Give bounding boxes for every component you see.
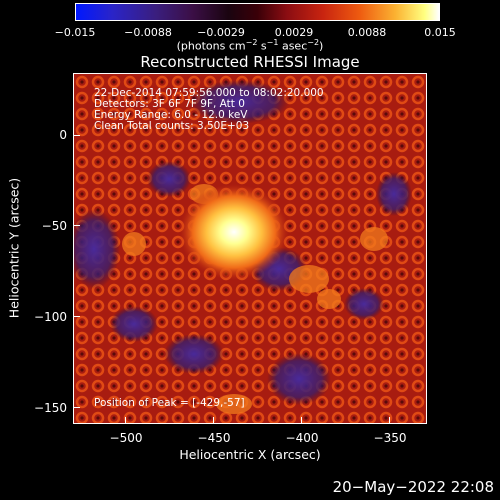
- y-tick-label: −50: [41, 219, 67, 233]
- y-tick-label: −150: [34, 401, 67, 415]
- y-tick-mark: [74, 135, 80, 136]
- colorbar-tick: 0.015: [424, 26, 456, 39]
- colorbar-tick: −0.0088: [124, 26, 172, 39]
- info-clean-counts: Clean Total counts: 3.50E+03: [94, 120, 250, 132]
- x-tick-mark: [389, 417, 390, 423]
- info-detectors: Detectors: 3F 6F 7F 9F, Att 0: [94, 98, 245, 110]
- y-tick-mark: [74, 407, 80, 408]
- info-time-range: 22-Dec-2014 07:59:56.000 to 08:02:20.000: [94, 87, 324, 99]
- y-tick-mark: [74, 225, 80, 226]
- info-energy-range: Energy Range: 6.0 - 12.0 keV: [94, 109, 248, 121]
- colorbar-tick: 0.0088: [347, 26, 387, 39]
- purple-regions: [74, 80, 412, 405]
- peak-position: Position of Peak = [-429,-57]: [94, 397, 245, 409]
- timestamp: 20−May−2022 22:08: [332, 478, 494, 496]
- x-tick-label: −350: [373, 431, 407, 445]
- colorbar: [75, 3, 440, 21]
- x-tick-label: −400: [285, 431, 319, 445]
- colorbar-units: (photons cm−2 s−1 asec−2): [176, 38, 324, 53]
- image-title: Reconstructed RHESSI Image: [140, 53, 360, 71]
- x-tick-label: −500: [109, 431, 143, 445]
- colorbar-tick: −0.0029: [197, 26, 245, 39]
- x-axis-label: Heliocentric X (arcsec): [179, 447, 321, 462]
- colorbar-tick: −0.015: [54, 26, 96, 39]
- rhessi-image: [74, 74, 426, 423]
- y-tick-label: 0: [59, 128, 67, 142]
- y-tick-mark: [74, 316, 80, 317]
- y-tick-label: −100: [34, 310, 67, 324]
- emission-peak: [179, 184, 289, 280]
- rhessi-image-plot: 22-Dec-2014 07:59:56.000 to 08:02:20.000…: [73, 73, 427, 424]
- x-tick-mark: [213, 417, 214, 423]
- x-tick-mark: [301, 417, 302, 423]
- x-tick-label: −450: [197, 431, 231, 445]
- colorbar-tick: 0.0029: [274, 26, 314, 39]
- y-axis-label: Heliocentric Y (arcsec): [6, 177, 22, 319]
- x-tick-mark: [125, 417, 126, 423]
